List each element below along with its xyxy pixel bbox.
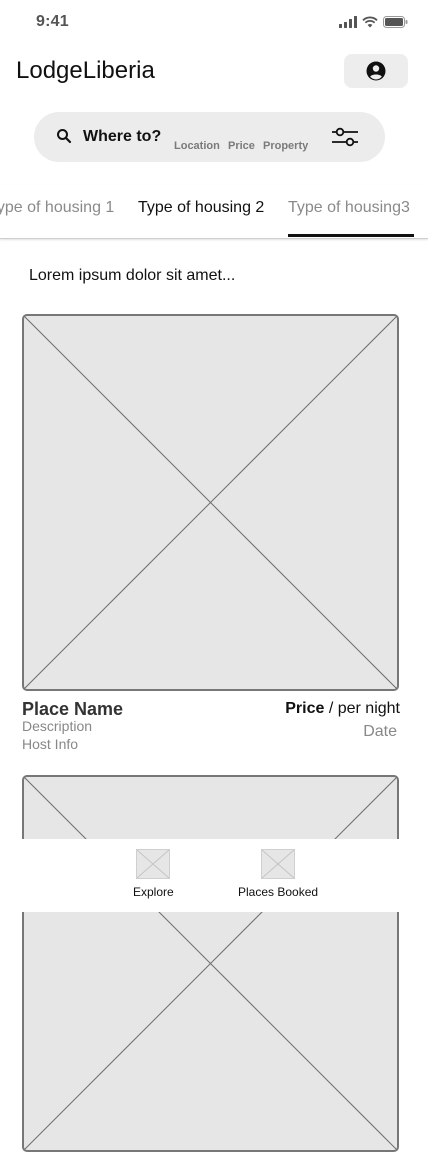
price-label: Price <box>285 700 325 717</box>
housing-type-tabs: Type of housing 1 Type of housing 2 Type… <box>0 186 428 239</box>
profile-button[interactable] <box>344 54 408 88</box>
filter-chip-location[interactable]: Location <box>174 140 220 152</box>
app-title: LodgeLiberia <box>16 57 155 84</box>
place-date: Date <box>363 723 397 740</box>
place-description: Description <box>22 718 93 734</box>
wifi-icon <box>362 16 378 28</box>
nav-places-booked-label: Places Booked <box>238 885 319 899</box>
cellular-signal-icon <box>339 16 357 28</box>
user-avatar-icon <box>366 61 386 81</box>
explore-icon <box>136 849 171 879</box>
search-icon <box>57 129 72 144</box>
filter-chip-property[interactable]: Property <box>263 140 309 152</box>
image-placeholder-icon <box>24 777 397 1150</box>
places-booked-icon <box>261 849 296 879</box>
search-bar[interactable]: Where to? Location Price Property <box>34 112 385 162</box>
filter-sliders-icon[interactable] <box>331 126 359 148</box>
price-suffix: / per night <box>324 700 400 717</box>
intro-text: Lorem ipsum dolor sit amet... <box>29 267 236 284</box>
tab-housing-3[interactable]: Type of housing3 <box>288 199 410 216</box>
listing-image-placeholder[interactable] <box>22 775 399 1152</box>
filter-chip-price[interactable]: Price <box>228 140 255 152</box>
search-label: Where to? <box>83 128 162 145</box>
listing-image-placeholder[interactable] <box>22 314 399 691</box>
status-icons <box>339 16 408 28</box>
tab-housing-2[interactable]: Type of housing 2 <box>138 199 265 216</box>
nav-places-booked[interactable]: Places Booked <box>238 849 318 899</box>
tab-housing-1[interactable]: Type of housing 1 <box>0 199 115 216</box>
nav-explore[interactable]: Explore <box>133 849 174 899</box>
status-bar: 9:41 <box>0 0 428 44</box>
status-time: 9:41 <box>36 13 69 30</box>
bottom-navigation: Explore Places Booked <box>0 839 428 912</box>
place-price: Price / per night <box>285 700 400 718</box>
nav-explore-label: Explore <box>133 885 174 899</box>
active-tab-indicator <box>288 234 414 237</box>
battery-icon <box>383 16 408 28</box>
image-placeholder-icon <box>24 316 397 689</box>
host-info: Host Info <box>22 736 79 752</box>
place-name[interactable]: Place Name <box>22 699 124 719</box>
